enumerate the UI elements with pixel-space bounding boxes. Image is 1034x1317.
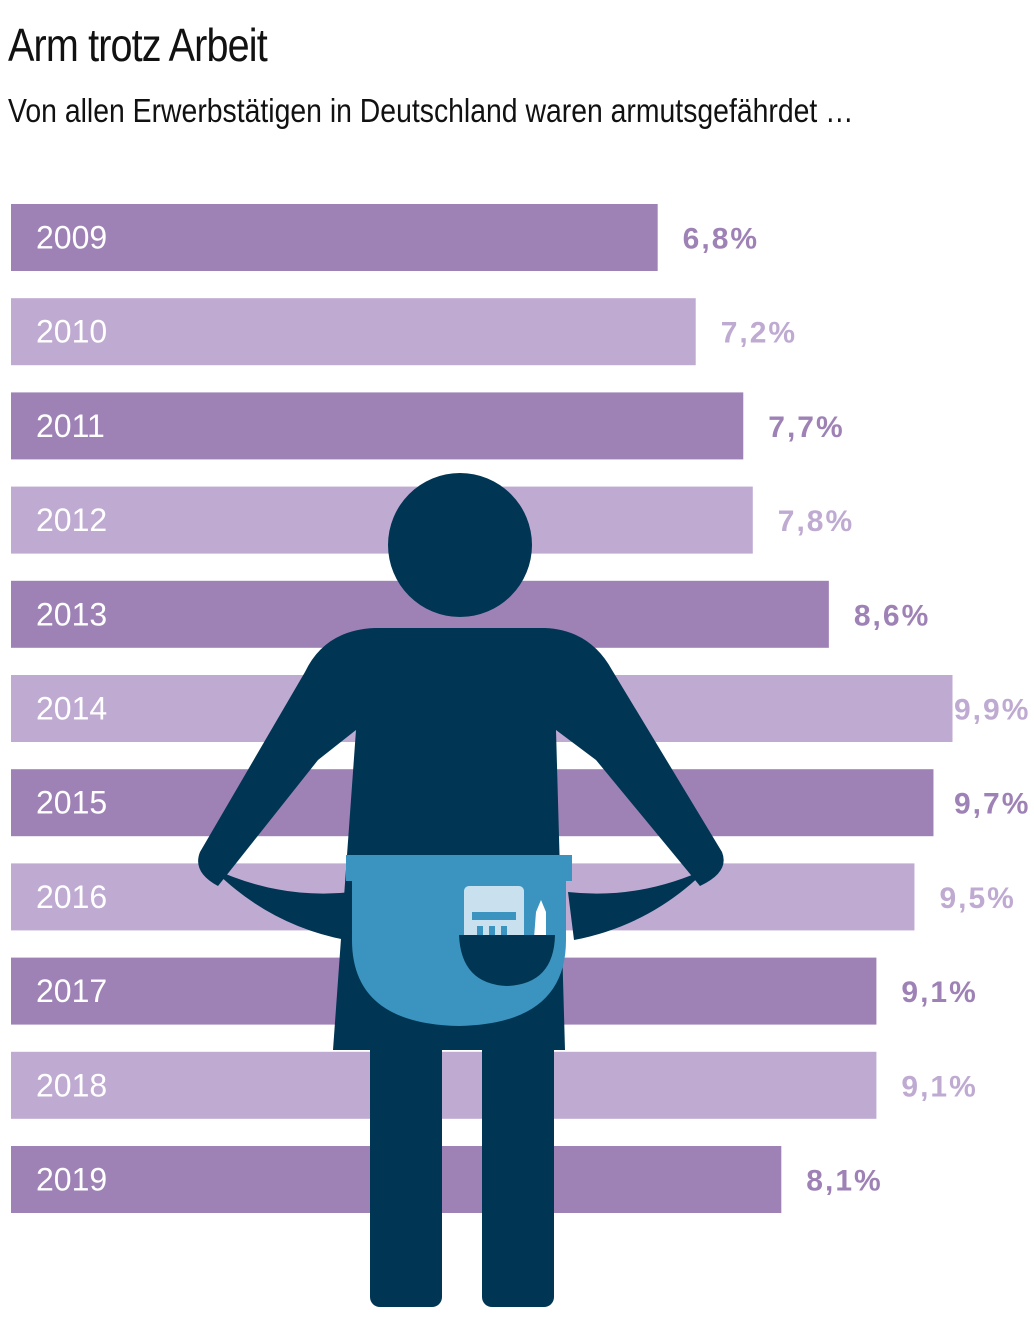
year-label-2018: 2018 [36,1067,107,1103]
figure-body [198,628,724,1050]
value-label-2018: 9,1% [901,1070,977,1103]
bar-2012 [11,486,753,554]
value-label-2013: 8,6% [854,599,930,632]
year-label-2019: 2019 [36,1162,107,1198]
bar-2011 [11,392,744,460]
value-label-2010: 7,2% [721,317,797,350]
apron-pocket [459,935,555,986]
year-label-2013: 2013 [36,596,107,632]
year-label-2010: 2010 [36,314,107,350]
value-label-2011: 7,7% [768,411,844,444]
year-label-2016: 2016 [36,879,107,915]
figure-right-leg [482,1040,554,1307]
value-label-2017: 9,1% [901,976,977,1009]
year-label-2009: 2009 [36,220,107,256]
figure-head [388,473,532,617]
figure-left-leg [370,1040,442,1307]
right-pocket [568,868,708,940]
value-label-2016: 9,5% [939,882,1015,915]
value-label-2014: 9,9% [954,694,1030,727]
year-label-2015: 2015 [36,785,107,821]
value-label-2012: 7,8% [778,505,854,538]
year-label-2011: 2011 [36,408,105,444]
value-label-2015: 9,7% [954,788,1030,821]
value-label-2019: 8,1% [806,1165,882,1198]
value-label-2009: 6,8% [683,223,759,256]
chart-subtitle: Von allen Erwerbstätigen in Deutschland … [8,92,854,129]
bar-2009 [11,204,658,271]
pencil-icon [534,900,546,938]
bar-2018 [11,1051,877,1119]
chart-title: Arm trotz Arbeit [8,19,268,71]
notepad-stripe [472,912,516,920]
apron-belt [346,855,572,881]
year-label-2017: 2017 [36,973,107,1009]
bar-2010 [11,298,696,366]
person-pockets-inside-out-icon [198,473,724,1307]
year-label-2014: 2014 [36,691,107,727]
left-pocket [212,868,352,940]
year-label-2012: 2012 [36,502,107,538]
